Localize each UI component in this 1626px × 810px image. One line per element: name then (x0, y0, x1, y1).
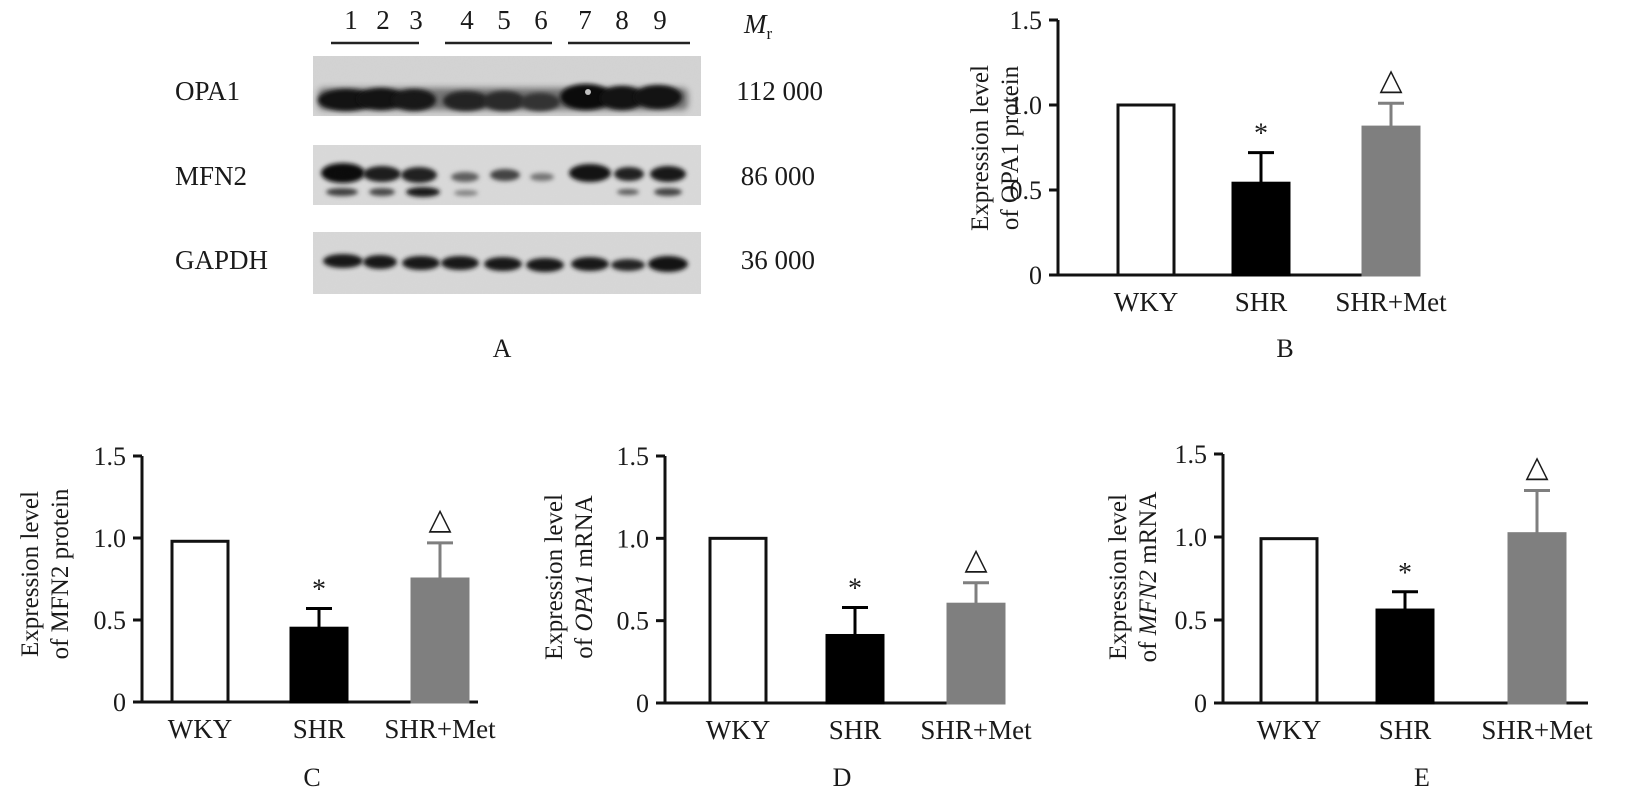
panel-label-a: A (493, 334, 512, 363)
bar (1375, 608, 1435, 705)
bar (1507, 532, 1567, 705)
blot-bands-mfn2 (321, 163, 686, 197)
significance-mark: * (1254, 119, 1268, 150)
lane-number: 2 (376, 5, 390, 35)
y-tick-label: 0 (636, 689, 649, 718)
category-label: SHR (1379, 715, 1432, 745)
lane-number: 3 (409, 5, 423, 35)
category-label: SHR+Met (384, 714, 496, 744)
significance-mark: * (1398, 558, 1412, 589)
significance-mark: △ (1379, 63, 1402, 96)
category-label: SHR (293, 714, 346, 744)
category-label: SHR (829, 715, 882, 745)
y-axis-label: Expression level of OPA1 mRNA (541, 494, 598, 660)
lane-number: 7 (578, 5, 592, 35)
chart-panel-c: 0 0.5 1.0 1.5 WKY * SHR △ SHR+Met Expression leve… (17, 442, 496, 792)
category-label: SHR+Met (1335, 287, 1447, 317)
y-tick-label: 0.5 (1175, 606, 1208, 635)
chart-panel-b: 0 0.5 1.0 1.5 WKY * SHR △ SHR+Met Expression leve… (967, 6, 1447, 363)
chart-panel-e: 0 0.5 1.0 1.5 WKY * SHR △ SHR+Met Expression leve… (1105, 440, 1593, 792)
lane-number: 8 (615, 5, 629, 35)
bar (289, 626, 349, 704)
chart-panel-d: 0 0.5 1.0 1.5 WKY * SHR △ SHR+Met Expression leve… (541, 442, 1032, 792)
bar (170, 539, 230, 704)
y-tick-label: 1.0 (617, 524, 650, 553)
y-tick-label: 1.5 (1175, 440, 1208, 469)
y-axis-label: Expression level of MFN2 protein (17, 488, 74, 659)
bar (946, 602, 1006, 705)
blot-row-mfn2: MFN2 86 000 (175, 145, 815, 205)
significance-mark: * (312, 575, 326, 606)
bar (1116, 103, 1176, 277)
blot-row-opa1: OPA1 112 000 (175, 56, 823, 116)
lane-number: 6 (534, 5, 548, 35)
category-label: WKY (168, 714, 232, 744)
category-label: WKY (706, 715, 770, 745)
lane-number: 1 (344, 5, 358, 35)
significance-mark: △ (428, 503, 451, 536)
y-tick-label: 1.0 (1010, 91, 1043, 120)
mr-header: Mr (743, 9, 773, 43)
protein-label-opa1: OPA1 (175, 76, 240, 106)
bar (1361, 125, 1421, 277)
significance-mark: △ (1525, 451, 1548, 484)
category-label: WKY (1114, 287, 1178, 317)
significance-mark: * (848, 573, 862, 604)
panel-label: E (1414, 763, 1430, 792)
category-label: SHR+Met (920, 715, 1032, 745)
lane-number: 9 (653, 5, 667, 35)
category-label: WKY (1257, 715, 1321, 745)
y-tick-label: 1.5 (94, 442, 127, 471)
protein-label-gapdh: GAPDH (175, 245, 268, 275)
bar (410, 577, 470, 704)
y-tick-label: 0 (1194, 689, 1207, 718)
bar (825, 633, 885, 705)
panel-label: C (303, 763, 320, 792)
mr-value-opa1: 112 000 (736, 76, 823, 106)
y-tick-label: 1.0 (94, 524, 127, 553)
lane-number: 5 (497, 5, 511, 35)
y-axis-label: Expression level of OPA1 protein (967, 65, 1024, 231)
protein-label-mfn2: MFN2 (175, 161, 247, 191)
y-tick-label: 0 (1029, 261, 1042, 290)
category-label: SHR+Met (1481, 715, 1593, 745)
mr-value-mfn2: 86 000 (741, 161, 815, 191)
bar (1231, 181, 1291, 277)
y-tick-label: 1.0 (1175, 523, 1208, 552)
y-tick-label: 1.5 (617, 442, 650, 471)
category-label: SHR (1235, 287, 1288, 317)
panel-label: B (1276, 334, 1293, 363)
mr-value-gapdh: 36 000 (741, 245, 815, 275)
y-tick-label: 0.5 (1010, 176, 1043, 205)
blot-bands-opa1 (318, 84, 688, 111)
y-tick-label: 0 (113, 688, 126, 717)
bar (1259, 537, 1319, 705)
y-axis-label: Expression level of MFN2 mRNA (1105, 492, 1162, 663)
lane-number: 4 (460, 5, 474, 35)
bar (708, 536, 768, 705)
panel-label: D (833, 763, 852, 792)
significance-mark: △ (964, 543, 987, 576)
y-tick-label: 0.5 (617, 607, 650, 636)
y-tick-label: 0.5 (94, 606, 127, 635)
blot-row-gapdh: GAPDH 36 000 (175, 232, 815, 294)
y-tick-label: 1.5 (1010, 6, 1043, 35)
blot-bands-gapdh (323, 254, 688, 272)
